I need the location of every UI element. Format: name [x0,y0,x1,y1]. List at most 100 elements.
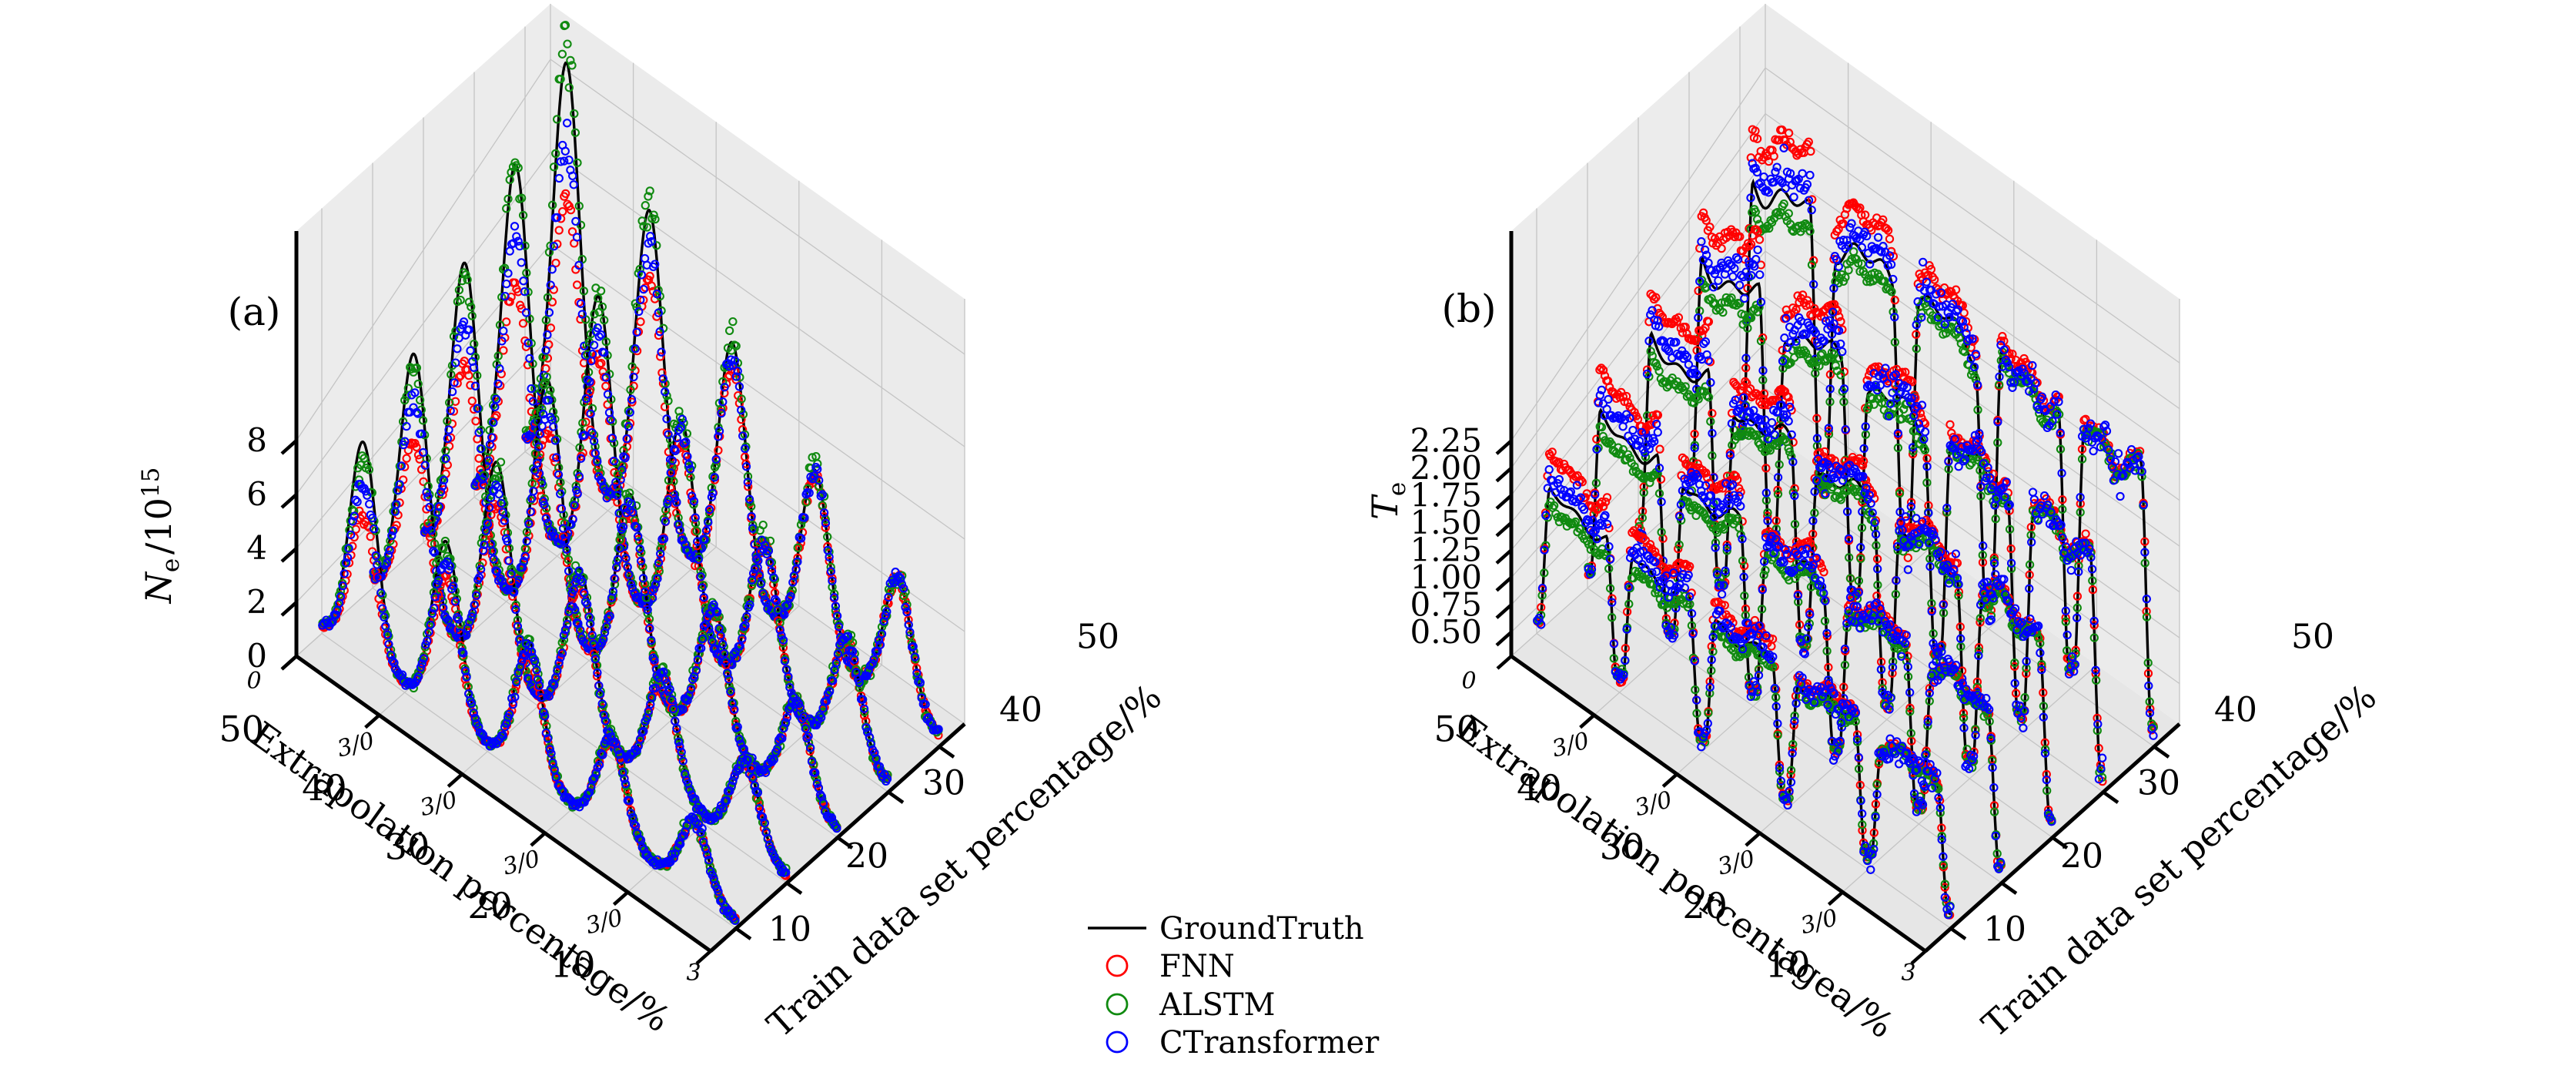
data-point [669,444,679,454]
x-end-label: 3 [686,960,701,987]
data-point [728,317,738,327]
data-point [596,287,606,296]
data-point [593,457,602,466]
z-axis-title-part: e [157,558,185,572]
data-point [576,314,585,324]
data-point [543,293,553,302]
data-point [860,707,869,717]
data-point [744,482,753,491]
data-point [693,537,702,546]
data-point [497,337,507,346]
data-point [765,536,775,546]
data-point [689,514,698,524]
z-tick [1495,631,1513,647]
data-point [550,531,559,541]
data-point [609,456,619,466]
data-point [570,501,579,510]
data-point [590,310,599,319]
data-point [573,489,582,499]
data-point [819,508,829,518]
data-point [862,672,871,681]
data-point [619,452,628,461]
z-axis-title-part: 15 [137,467,165,498]
data-point [499,346,508,355]
data-point [683,452,692,461]
data-point [718,377,728,387]
data-point [553,213,562,223]
x-lane-label: 30 [385,826,430,868]
data-point [524,287,533,297]
data-point [887,581,896,590]
data-point [589,437,599,446]
data-point [517,258,526,267]
data-point [828,576,837,585]
x-tick [1745,832,1761,847]
data-point [681,437,691,447]
z-tick [1495,603,1513,619]
data-point [747,511,756,521]
data-point [580,431,589,440]
x-tick [364,713,381,729]
data-point [682,429,692,438]
data-point [540,500,549,510]
data-point [823,532,832,541]
data-point [624,406,634,416]
data-point [672,498,681,507]
data-point [622,434,631,444]
data-point [572,280,582,290]
data-point [800,513,809,522]
data-point [691,513,700,522]
grid-floor-y [372,587,788,884]
z-axis-title-part: N [138,571,179,604]
data-point [524,338,533,348]
data-point [821,523,830,532]
data-point [865,661,875,670]
data-point [786,591,795,601]
data-point [834,622,844,632]
data-point [672,433,682,443]
data-point [696,572,705,581]
data-point [629,372,638,382]
grid-floor-y [524,451,940,748]
data-point [594,293,603,303]
z-axis-title: Ne /1015 [137,467,185,605]
data-point [664,396,673,406]
data-point [666,468,675,478]
data-point [574,201,584,211]
data-point [547,297,557,307]
grid-leftwall-z [296,336,551,603]
x-boundary-label: 3/0 [583,904,626,940]
data-point [566,205,576,215]
z-tick-label: 6 [246,475,267,513]
data-point [549,242,559,251]
y-tick-label: 50 [1076,618,1119,657]
data-point [727,660,737,669]
data-point [662,428,671,437]
data-point [594,332,604,341]
data-point [686,472,695,482]
data-point [576,454,586,463]
data-point [511,161,521,170]
y-tick-label: 30 [922,764,965,803]
data-point [905,628,915,637]
data-point [899,584,908,593]
data-point [818,490,827,499]
data-point [718,397,728,407]
data-point [570,128,580,137]
z-tick [280,439,298,455]
data-point [656,549,665,558]
data-point [659,534,669,544]
x-tick [612,890,629,906]
data-point [780,610,789,619]
data-point [778,638,788,648]
data-point [733,367,742,376]
data-point [761,536,770,545]
z-tick-label: 0 [246,637,267,675]
data-point [573,158,582,168]
data-point [527,339,536,348]
y-tick [2000,881,2018,895]
data-point [503,269,513,278]
data-point [647,593,657,603]
data-point [627,583,637,593]
data-point [621,454,630,463]
